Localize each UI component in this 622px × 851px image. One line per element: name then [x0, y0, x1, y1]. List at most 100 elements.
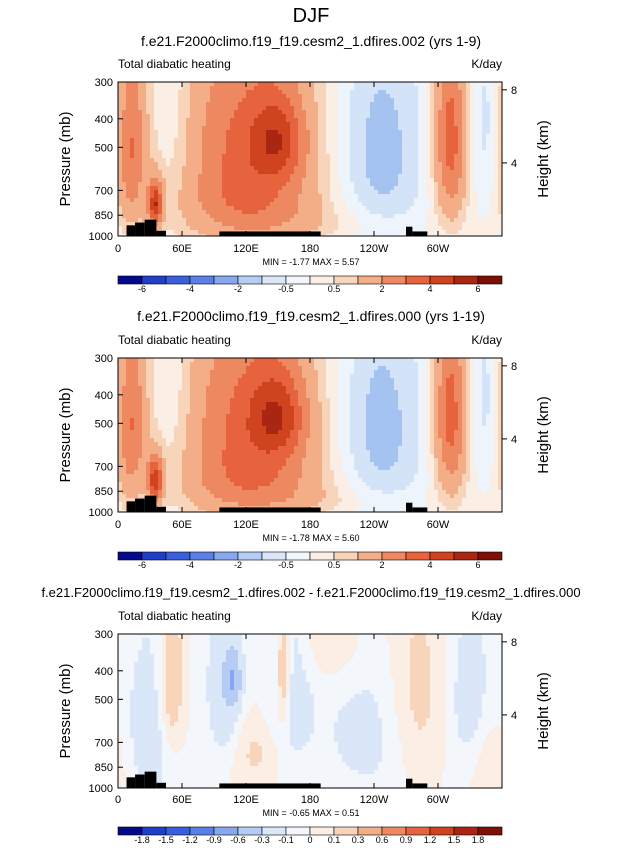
field-cell — [126, 170, 131, 175]
field-cell — [214, 146, 219, 151]
field-cell — [298, 114, 303, 119]
field-cell — [302, 126, 307, 131]
field-cell — [150, 178, 155, 183]
field-cell — [250, 198, 255, 203]
field-cell — [250, 114, 255, 119]
field-cell — [398, 170, 403, 175]
field-cell — [166, 198, 171, 203]
field-cell — [218, 90, 223, 95]
field-cell — [398, 362, 403, 367]
field-cell — [294, 394, 299, 399]
field-cell — [262, 202, 267, 207]
field-cell — [326, 178, 331, 183]
field-cell — [146, 174, 151, 179]
field-cell — [382, 222, 387, 227]
field-cell — [258, 170, 263, 175]
field-cell — [174, 370, 179, 375]
field-cell — [434, 158, 439, 163]
field-cell — [282, 114, 287, 119]
field-cell — [246, 86, 251, 91]
field-cell — [306, 86, 311, 91]
field-cell — [274, 390, 279, 395]
field-cell — [358, 394, 363, 399]
field-cell — [210, 390, 215, 395]
field-cell — [478, 122, 483, 127]
field-cell — [234, 162, 239, 167]
field-cell — [142, 370, 147, 375]
field-cell — [198, 186, 203, 191]
field-cell — [422, 146, 427, 151]
field-cell — [410, 382, 415, 387]
field-cell — [210, 134, 215, 139]
field-cell — [234, 202, 239, 207]
field-cell — [346, 206, 351, 211]
field-cell — [450, 170, 455, 175]
field-cell — [174, 226, 179, 231]
field-cell — [142, 102, 147, 107]
field-cell — [118, 86, 123, 91]
field-cell — [146, 214, 151, 219]
field-cell — [314, 214, 319, 219]
field-cell — [178, 146, 183, 151]
field-cell — [326, 134, 331, 139]
field-cell — [334, 234, 339, 236]
field-cell — [350, 90, 355, 95]
field-cell — [286, 138, 291, 143]
field-cell — [146, 158, 151, 163]
field-cell — [174, 134, 179, 139]
field-cell — [178, 222, 183, 227]
field-cell — [126, 102, 131, 107]
field-cell — [402, 198, 407, 203]
field-cell — [442, 230, 447, 235]
field-cell — [138, 138, 143, 143]
field-cell — [170, 226, 175, 231]
field-cell — [454, 202, 459, 207]
field-cell — [162, 206, 167, 211]
field-cell — [218, 218, 223, 223]
colorbar-label: 6 — [475, 284, 480, 294]
field-cell — [294, 122, 299, 127]
field-cell — [474, 394, 479, 399]
field-cell — [298, 386, 303, 391]
field-cell — [418, 102, 423, 107]
field-cell — [278, 210, 283, 215]
field-cell — [474, 402, 479, 407]
field-cell — [478, 138, 483, 143]
field-cell — [322, 378, 327, 383]
field-cell — [174, 230, 179, 235]
field-cell — [490, 98, 495, 103]
field-cell — [302, 222, 307, 227]
field-cell — [222, 178, 227, 183]
field-cell — [378, 174, 383, 179]
field-cell — [358, 202, 363, 207]
field-cell — [366, 110, 371, 115]
field-cell — [466, 98, 471, 103]
field-cell — [486, 142, 491, 147]
field-cell — [166, 378, 171, 383]
field-cell — [314, 394, 319, 399]
field-cell — [442, 102, 447, 107]
field-cell — [174, 82, 179, 87]
y-tick-label: 1000 — [89, 231, 113, 243]
field-cell — [466, 382, 471, 387]
field-cell — [254, 370, 259, 375]
field-cell — [162, 158, 167, 163]
field-cell — [158, 114, 163, 119]
field-cell — [330, 102, 335, 107]
field-cell — [262, 134, 267, 139]
field-cell — [226, 162, 231, 167]
field-cell — [446, 382, 451, 387]
field-cell — [394, 158, 399, 163]
field-cell — [218, 186, 223, 191]
field-cell — [202, 174, 207, 179]
field-cell — [446, 178, 451, 183]
field-cell — [362, 402, 367, 407]
field-cell — [494, 178, 499, 183]
field-cell — [386, 114, 391, 119]
field-cell — [170, 126, 175, 131]
field-cell — [222, 198, 227, 203]
field-cell — [474, 150, 479, 155]
field-cell — [250, 386, 255, 391]
field-cell — [166, 82, 171, 87]
field-cell — [294, 86, 299, 91]
